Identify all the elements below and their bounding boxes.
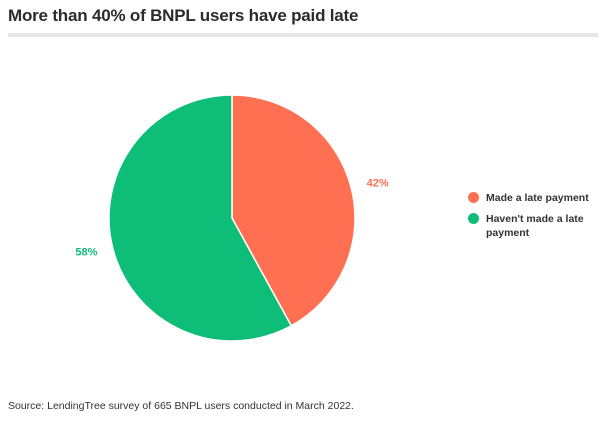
chart-title: More than 40% of BNPL users have paid la… bbox=[8, 6, 359, 25]
legend-item-not-late: Haven't made a late payment bbox=[468, 212, 596, 240]
legend-swatch-late bbox=[468, 192, 479, 203]
legend: Made a late payment Haven't made a late … bbox=[468, 191, 596, 247]
legend-label-late: Made a late payment bbox=[486, 192, 589, 204]
pie-label-late: 42% bbox=[367, 177, 389, 189]
pie-label-not-late: 58% bbox=[75, 247, 97, 259]
pie-slices bbox=[108, 94, 356, 342]
source-note: Source: LendingTree survey of 665 BNPL u… bbox=[8, 400, 354, 412]
title-divider bbox=[8, 33, 598, 37]
legend-swatch-not-late bbox=[468, 213, 479, 224]
legend-label-not-late: Haven't made a late payment bbox=[486, 213, 584, 239]
pie-labels: 42% 58% bbox=[75, 177, 388, 258]
pie-slice-late bbox=[231, 94, 356, 327]
legend-item-late: Made a late payment bbox=[468, 191, 596, 205]
pie-slice-not-late bbox=[108, 94, 293, 342]
